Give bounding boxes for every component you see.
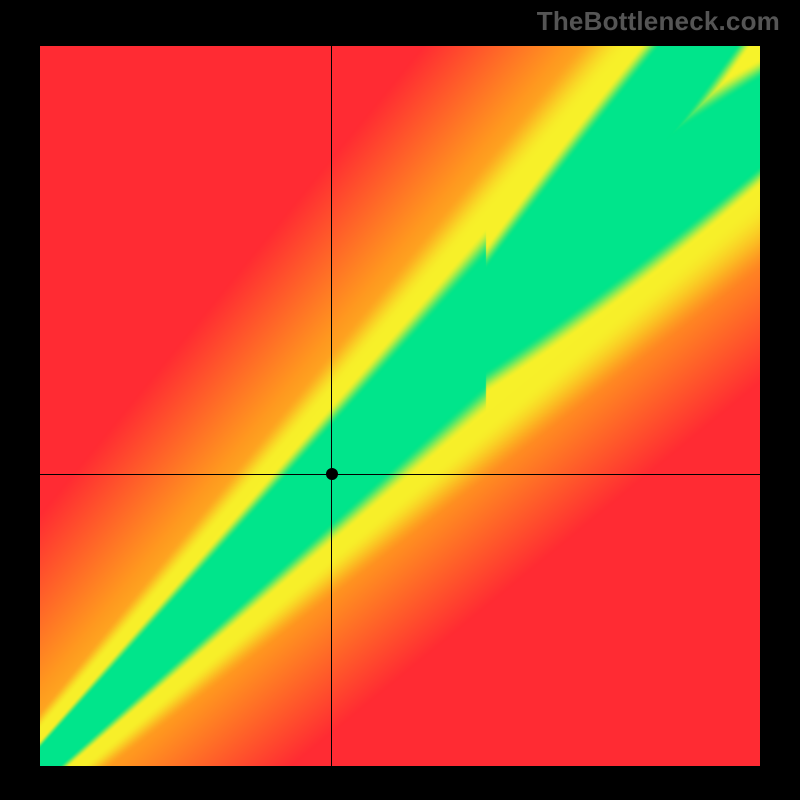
heatmap-wrap (40, 46, 760, 766)
crosshair-vertical (331, 46, 332, 766)
watermark-text: TheBottleneck.com (537, 6, 780, 37)
chart-container: TheBottleneck.com (0, 0, 800, 800)
crosshair-horizontal (40, 474, 760, 475)
heatmap-canvas (40, 46, 760, 766)
crosshair-marker (326, 468, 338, 480)
